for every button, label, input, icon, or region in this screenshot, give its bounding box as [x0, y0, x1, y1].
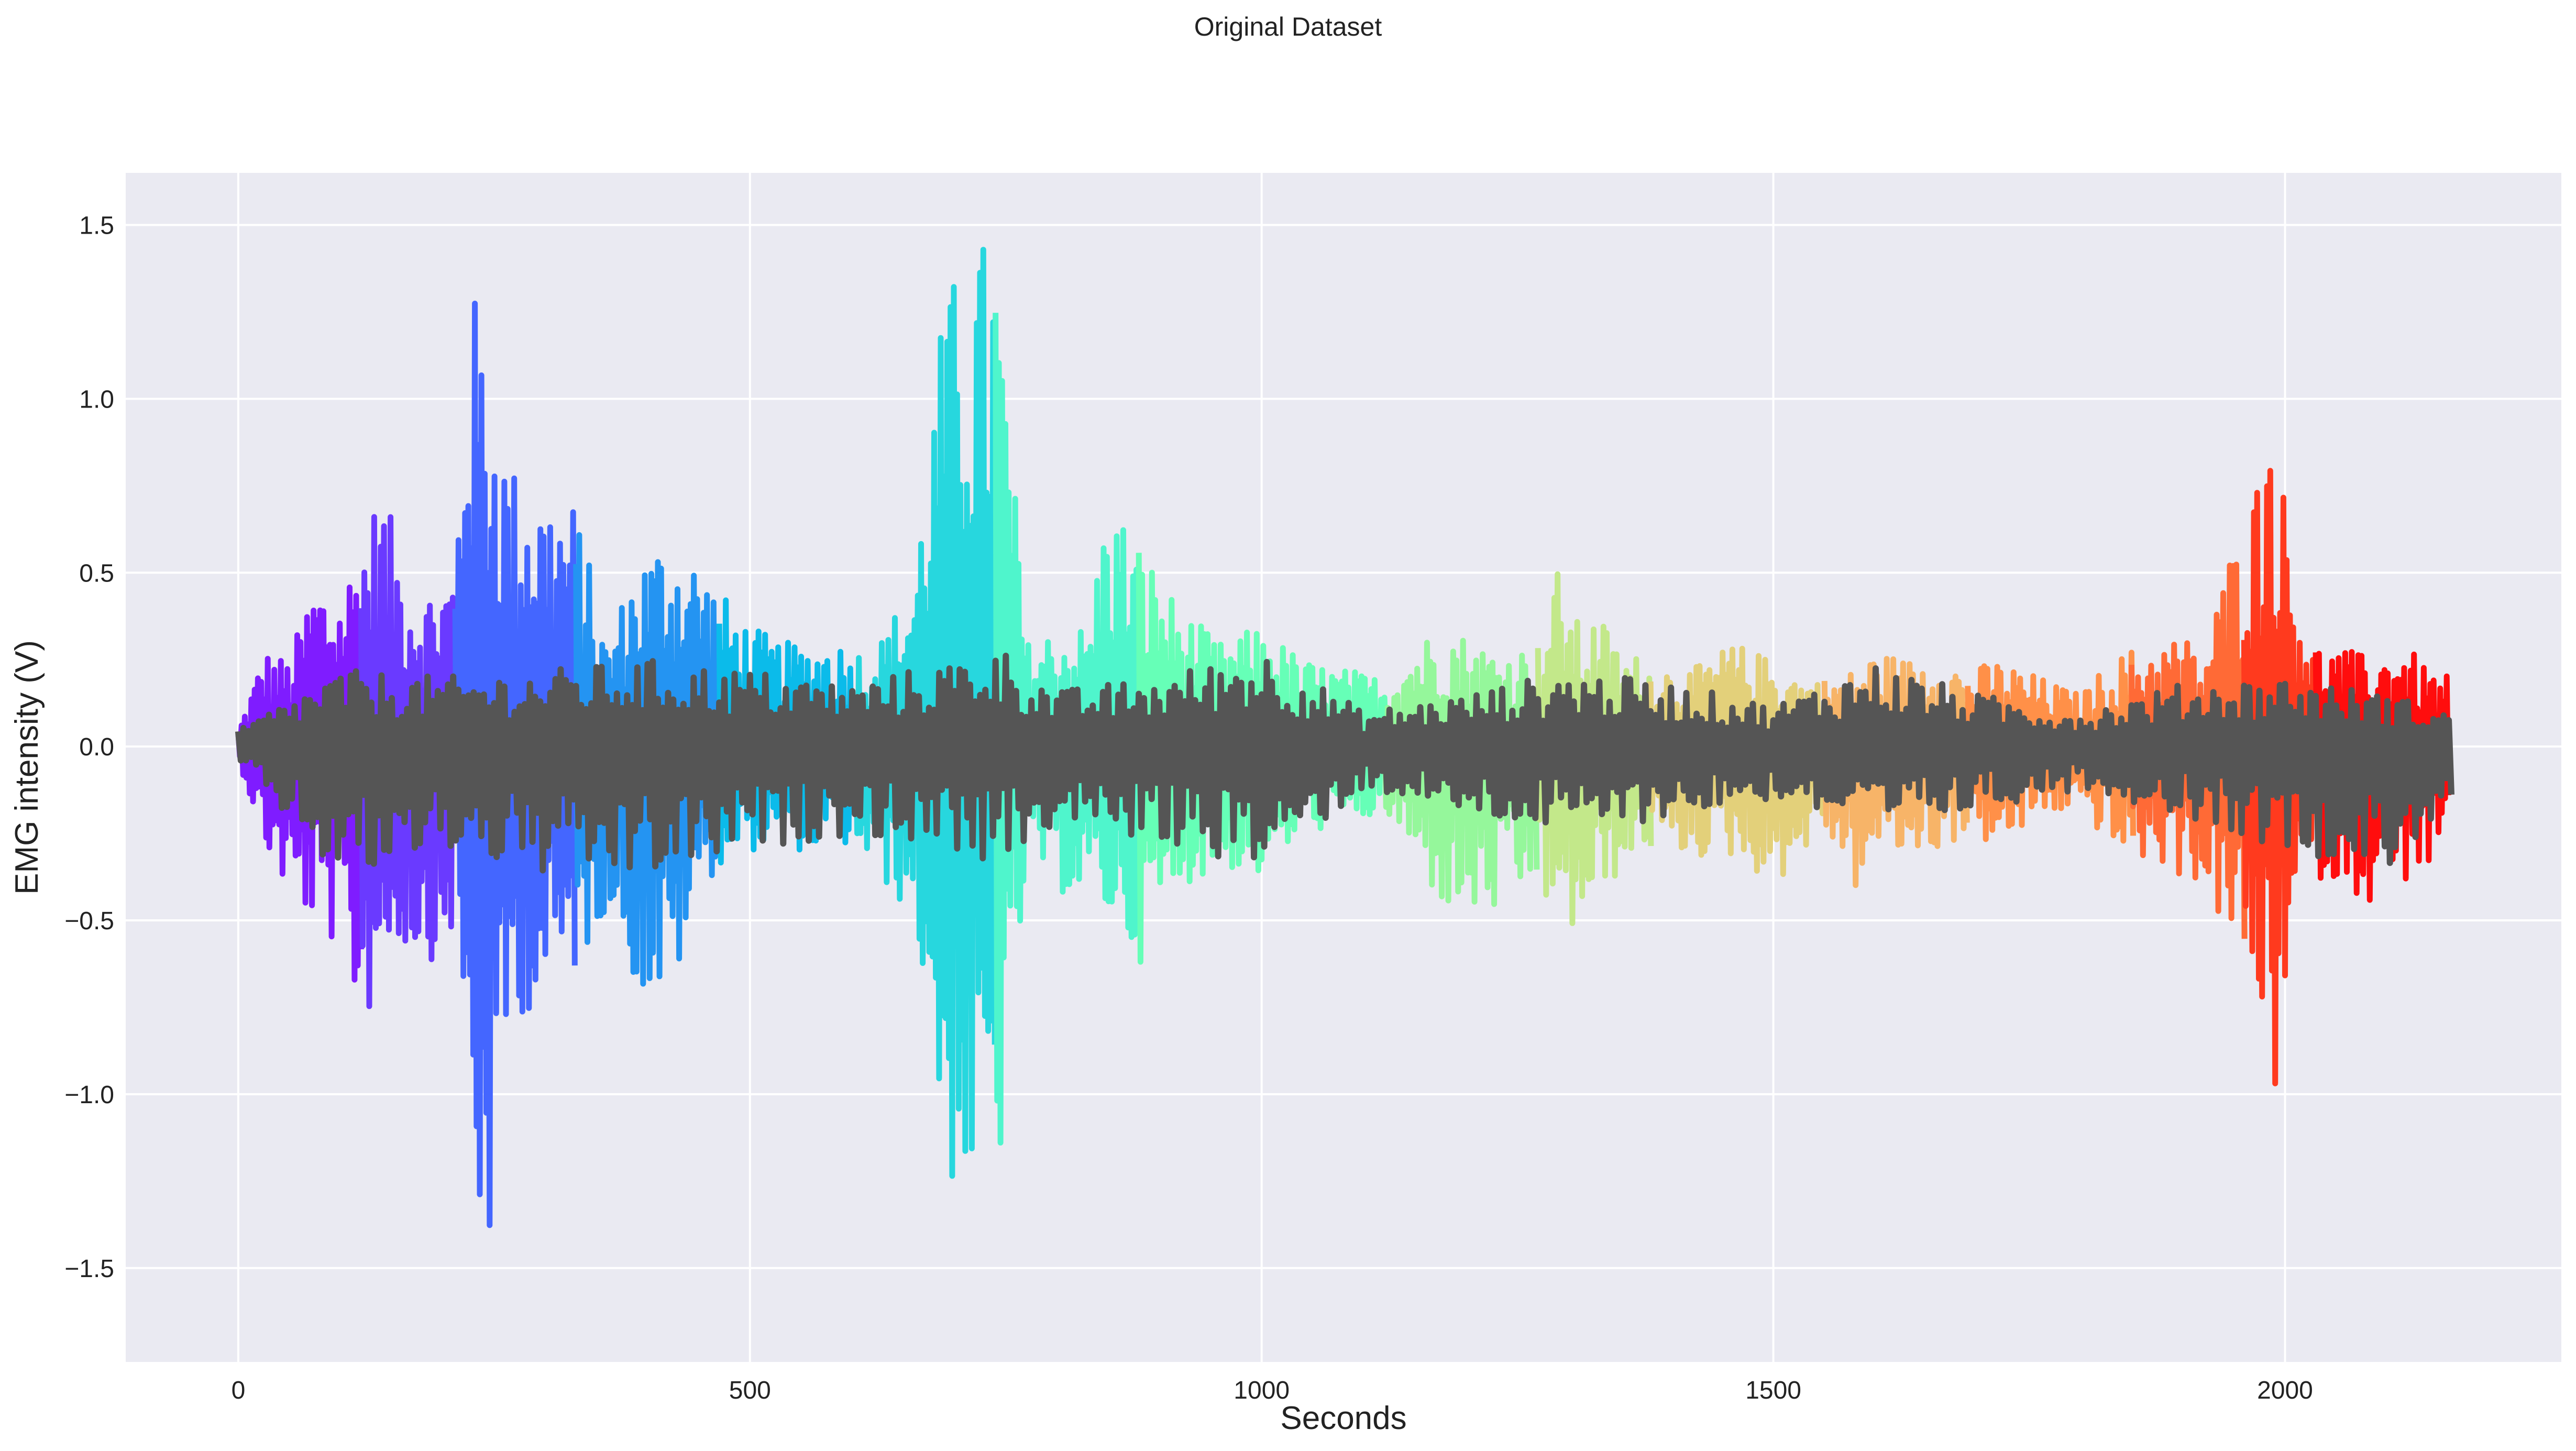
- x-tick-label: 2000: [2257, 1377, 2313, 1404]
- y-axis-label: EMG intensity (V): [9, 640, 45, 895]
- y-tick-label: 0.5: [79, 559, 114, 587]
- x-tick-label: 500: [729, 1377, 771, 1404]
- chart-title: Original Dataset: [1194, 12, 1382, 41]
- y-tick-label: −1.0: [64, 1081, 114, 1109]
- x-axis-label: Seconds: [1280, 1400, 1406, 1436]
- x-tick-label: 1000: [1234, 1377, 1290, 1404]
- x-axis: 0 500 1000 1500 2000: [232, 1377, 2313, 1404]
- y-tick-label: 0.0: [79, 733, 114, 761]
- baseline-line: [235, 653, 2454, 874]
- y-tick-label: −0.5: [64, 907, 114, 935]
- signal-segment: [452, 301, 578, 1228]
- x-tick-label: 1500: [1745, 1377, 1801, 1404]
- y-tick-label: 1.5: [79, 212, 114, 240]
- y-axis: −1.5 −1.0 −0.5 0.0 0.5 1.0 1.5: [64, 212, 114, 1283]
- baseline-signal: [235, 653, 2454, 874]
- x-tick-label: 0: [232, 1377, 246, 1404]
- y-tick-label: −1.5: [64, 1255, 114, 1283]
- y-tick-label: 1.0: [79, 386, 114, 413]
